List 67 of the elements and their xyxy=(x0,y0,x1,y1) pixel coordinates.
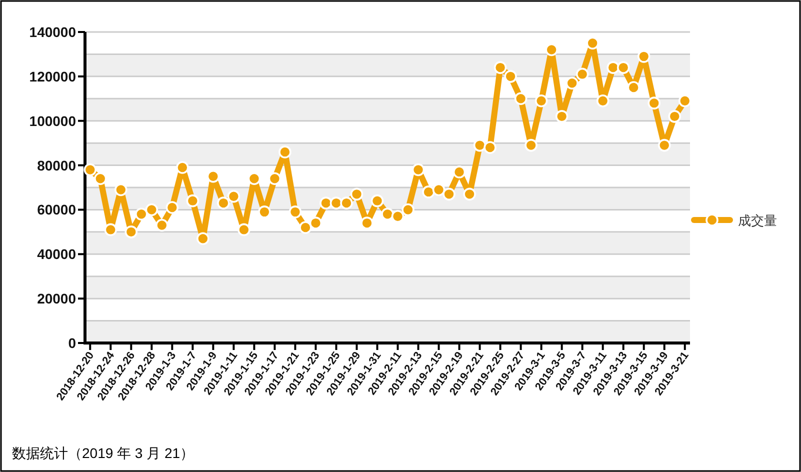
point xyxy=(360,216,374,230)
y-tick-label: 140000 xyxy=(29,24,76,40)
point xyxy=(658,138,671,152)
point xyxy=(555,110,568,123)
point xyxy=(94,172,107,186)
point xyxy=(217,196,230,210)
point xyxy=(402,203,414,216)
legend-label: 成交量 xyxy=(738,213,777,228)
point xyxy=(381,208,394,221)
point xyxy=(84,163,97,176)
point xyxy=(166,201,179,214)
point xyxy=(616,61,630,74)
point xyxy=(473,138,486,152)
y-tick-label: 60000 xyxy=(37,202,76,218)
point xyxy=(627,81,640,94)
point xyxy=(156,218,168,232)
point xyxy=(176,161,189,174)
point xyxy=(534,94,548,108)
point xyxy=(299,221,312,234)
point xyxy=(350,188,364,201)
point xyxy=(494,61,507,74)
y-tick-label: 40000 xyxy=(37,246,76,262)
point xyxy=(452,166,466,178)
point xyxy=(422,186,435,198)
y-tick-label: 0 xyxy=(68,335,76,351)
point xyxy=(124,226,138,238)
point xyxy=(545,43,558,56)
point xyxy=(637,50,650,63)
point xyxy=(668,110,682,123)
point xyxy=(514,92,528,106)
point xyxy=(238,223,250,236)
point xyxy=(330,196,343,210)
point xyxy=(248,172,261,186)
point xyxy=(596,94,610,108)
point xyxy=(186,194,200,208)
point xyxy=(576,68,589,81)
point xyxy=(135,208,148,221)
text: 数据统计（2019 年 3 月 21） xyxy=(12,445,194,461)
point xyxy=(432,183,446,196)
point xyxy=(442,188,456,201)
point xyxy=(196,232,210,245)
y-tick-label: 80000 xyxy=(37,157,76,174)
point xyxy=(320,196,332,210)
point xyxy=(206,170,220,183)
point xyxy=(145,203,158,216)
point xyxy=(340,196,353,210)
point xyxy=(268,172,282,186)
point xyxy=(104,223,118,236)
point xyxy=(114,183,128,196)
point xyxy=(412,163,425,176)
point xyxy=(648,96,661,110)
point xyxy=(288,206,302,218)
point xyxy=(504,70,517,83)
point xyxy=(678,94,692,108)
point xyxy=(586,36,599,50)
y-tick-label: 20000 xyxy=(37,290,76,307)
point xyxy=(606,61,620,74)
y-tick-label: 120000 xyxy=(29,68,76,84)
point xyxy=(463,188,476,201)
y-tick-label: 100000 xyxy=(29,112,76,129)
point xyxy=(484,141,496,154)
point xyxy=(391,210,404,223)
point xyxy=(227,190,240,203)
point xyxy=(524,138,538,152)
point xyxy=(370,194,384,208)
point xyxy=(278,146,292,158)
point xyxy=(309,216,322,230)
